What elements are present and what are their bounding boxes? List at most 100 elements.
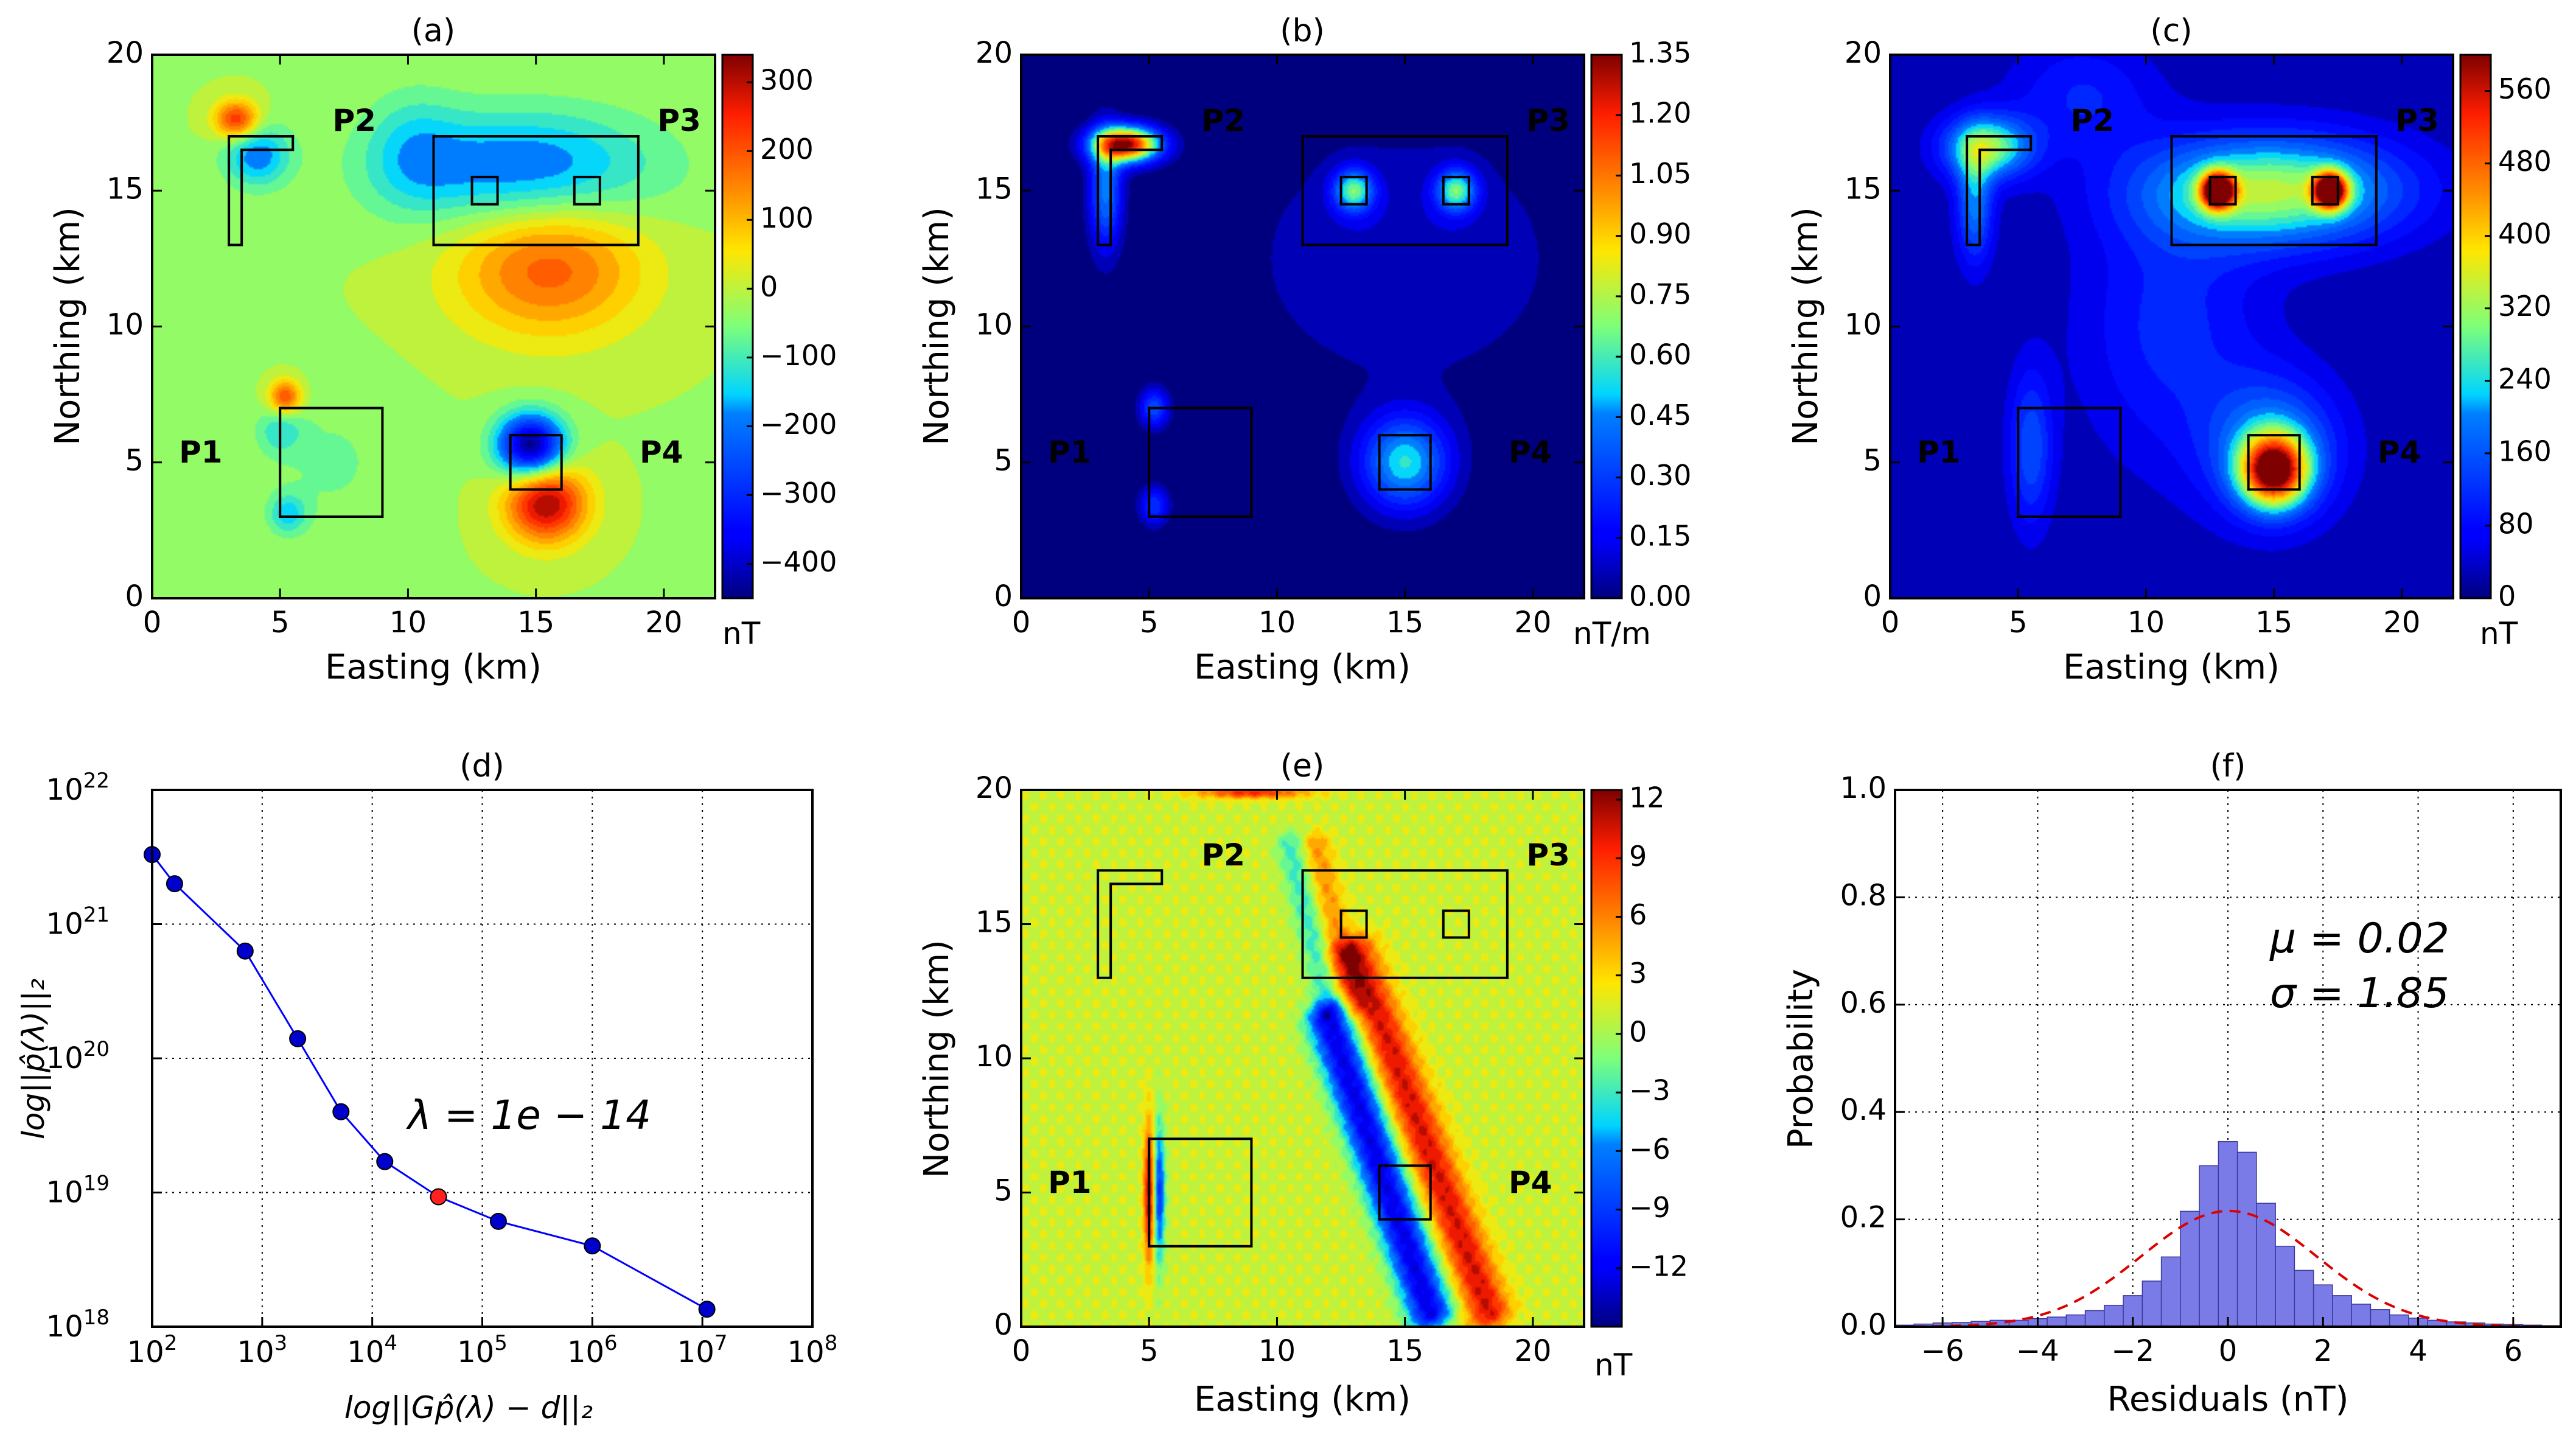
lcurve-point	[236, 942, 254, 960]
y-tick-label: 1018	[46, 1305, 110, 1344]
prism-p3-outline	[1301, 134, 1509, 246]
lcurve-point	[289, 1030, 307, 1047]
x-tick-label: 105	[457, 1331, 508, 1369]
prism-p3-cube-right	[1442, 175, 1470, 206]
yticks-a: 0 5 10 15 20	[106, 36, 715, 613]
body-label-p4: P4	[1509, 1165, 1552, 1200]
y-tick-label: 15	[106, 172, 144, 206]
colorbar-tick-label: 0	[1629, 1015, 1647, 1048]
histogram-bar	[2389, 1314, 2409, 1327]
sigma-annotation: σ = 1.85	[2270, 969, 2449, 1018]
prism-p1-outline	[1148, 407, 1253, 519]
x-tick-label: 2	[2314, 1334, 2333, 1368]
prism-p2-outline	[1966, 134, 2033, 246]
y-tick-label: 0.4	[1840, 1093, 1887, 1127]
colorbar-tick-label: −6	[1629, 1133, 1670, 1165]
x-tick-label: −2	[2111, 1334, 2154, 1368]
prism-p3-cube-left	[470, 175, 499, 206]
body-label-p3: P3	[657, 103, 700, 138]
body-label-p1: P1	[1917, 435, 1960, 470]
xticks-e: 0 5 10 15 20	[1012, 790, 1551, 1368]
colorbar-tick-label: 400	[2498, 217, 2552, 250]
xticks-b: 0 5 10 15 20	[1012, 55, 1551, 640]
histogram-bar	[2104, 1304, 2124, 1327]
colorbar-tick-label: 6	[1629, 898, 1647, 931]
colorbar-ticks-e: 12 9 6 3 0 −3 −6 −9 −12	[1616, 781, 1688, 1282]
x-tick-label: 15	[2255, 606, 2292, 640]
colorbar-tick-label: −3	[1629, 1074, 1670, 1107]
colorbar-tick-label: 480	[2498, 145, 2552, 178]
x-tick-label: −4	[2016, 1334, 2059, 1368]
body-label-p2: P2	[332, 103, 375, 138]
x-tick-label: 4	[2409, 1334, 2428, 1368]
y-tick-label: 15	[976, 906, 1013, 940]
colorbar-tick-label: −400	[760, 545, 837, 578]
colorbar-tick-label: 1.35	[1629, 37, 1691, 69]
histogram-bar	[2351, 1304, 2372, 1327]
outlines-b	[1097, 134, 1509, 519]
x-tick-label: 15	[517, 606, 554, 640]
colorbar-ticks-c: 560 480 400 320 240 160 80 0	[2485, 72, 2552, 613]
histogram-bar	[2370, 1309, 2390, 1327]
yticks-d: 1018 1019 1020 1021 1022	[46, 769, 162, 1344]
y-tick-label: 5	[125, 444, 144, 478]
x-tick-label: 103	[237, 1331, 287, 1369]
grid-f	[1895, 789, 2561, 1327]
xticks-c: 0 5 10 15 20	[1881, 55, 2420, 640]
colorbar-tick-label: 9	[1629, 840, 1647, 873]
prism-p2-outline	[1097, 869, 1164, 979]
y-tick-label: 1020	[46, 1037, 110, 1075]
x-tick-label: 106	[567, 1331, 618, 1369]
colorbar-tick-label: 1.05	[1629, 157, 1691, 190]
yticks-f: 0.0 0.2 0.4 0.6 0.8 1.0	[1840, 771, 1905, 1342]
normal-fit-curve	[1894, 1209, 2561, 1328]
histogram-bar	[2275, 1245, 2295, 1327]
ylabel-a: Northing (km)	[48, 207, 88, 445]
xticks-f: −6 −4 −2 0 2 4 6	[1921, 1317, 2522, 1368]
body-label-p3: P3	[1526, 837, 1569, 873]
lcurve-point	[376, 1153, 394, 1170]
y-tick-label: 5	[1863, 444, 1882, 478]
histogram-bar	[2160, 1256, 2181, 1327]
prism-p3-outline	[2170, 134, 2378, 246]
outlines-c	[1966, 134, 2378, 519]
x-tick-label: 0	[1881, 606, 1900, 640]
xlabel-a: Easting (km)	[325, 648, 542, 687]
ylabel-d: log||p̂(λ)||₂	[16, 979, 51, 1139]
y-tick-label: 0.0	[1840, 1308, 1887, 1342]
y-tick-label: 15	[976, 172, 1013, 206]
y-tick-label: 1022	[46, 769, 110, 807]
body-label-p2: P2	[1201, 103, 1244, 138]
histogram-bar	[2199, 1165, 2219, 1327]
panel-d: 102 103 104 105 106 107 108 101810191020102110…	[16, 748, 837, 1425]
colorbar-tick-label: 0	[2498, 580, 2516, 613]
body-label-p2: P2	[1201, 837, 1244, 873]
colorbar-b	[1590, 54, 1623, 599]
ylabel-b: Northing (km)	[917, 207, 957, 445]
colorbar-tick-label: 0.75	[1629, 278, 1691, 310]
colorbar-e	[1590, 789, 1623, 1328]
histogram-bar	[2332, 1295, 2352, 1327]
x-tick-label: 5	[1140, 1334, 1159, 1368]
y-tick-label: 15	[1845, 172, 1882, 206]
lcurve-point	[489, 1212, 507, 1230]
x-tick-label: 0	[143, 606, 162, 640]
prism-p2-outline	[1097, 134, 1164, 246]
body-labels-c: P2 P3 P1 P4	[1917, 103, 2439, 470]
colorbar-tick-label: −300	[760, 477, 837, 509]
prism-p1-outline	[1148, 1137, 1253, 1248]
histogram-bar	[2141, 1280, 2162, 1327]
colorbar-ticks-b: 1.35 1.20 1.05 0.90 0.75 0.60 0.45 0.30 0.15 0.00	[1616, 37, 1691, 613]
y-tick-label: 10	[106, 308, 144, 342]
y-tick-label: 5	[994, 1174, 1013, 1208]
prism-p3-outline	[432, 134, 640, 246]
colorbar-tick-label: −100	[760, 339, 837, 372]
y-tick-label: 20	[1845, 36, 1882, 70]
histogram-bar	[2218, 1140, 2238, 1327]
histogram-bar	[2084, 1310, 2105, 1327]
y-tick-label: 0	[1863, 579, 1882, 613]
y-tick-label: 1.0	[1840, 771, 1887, 805]
body-label-p4: P4	[2378, 435, 2421, 470]
lcurve-point	[698, 1301, 716, 1318]
